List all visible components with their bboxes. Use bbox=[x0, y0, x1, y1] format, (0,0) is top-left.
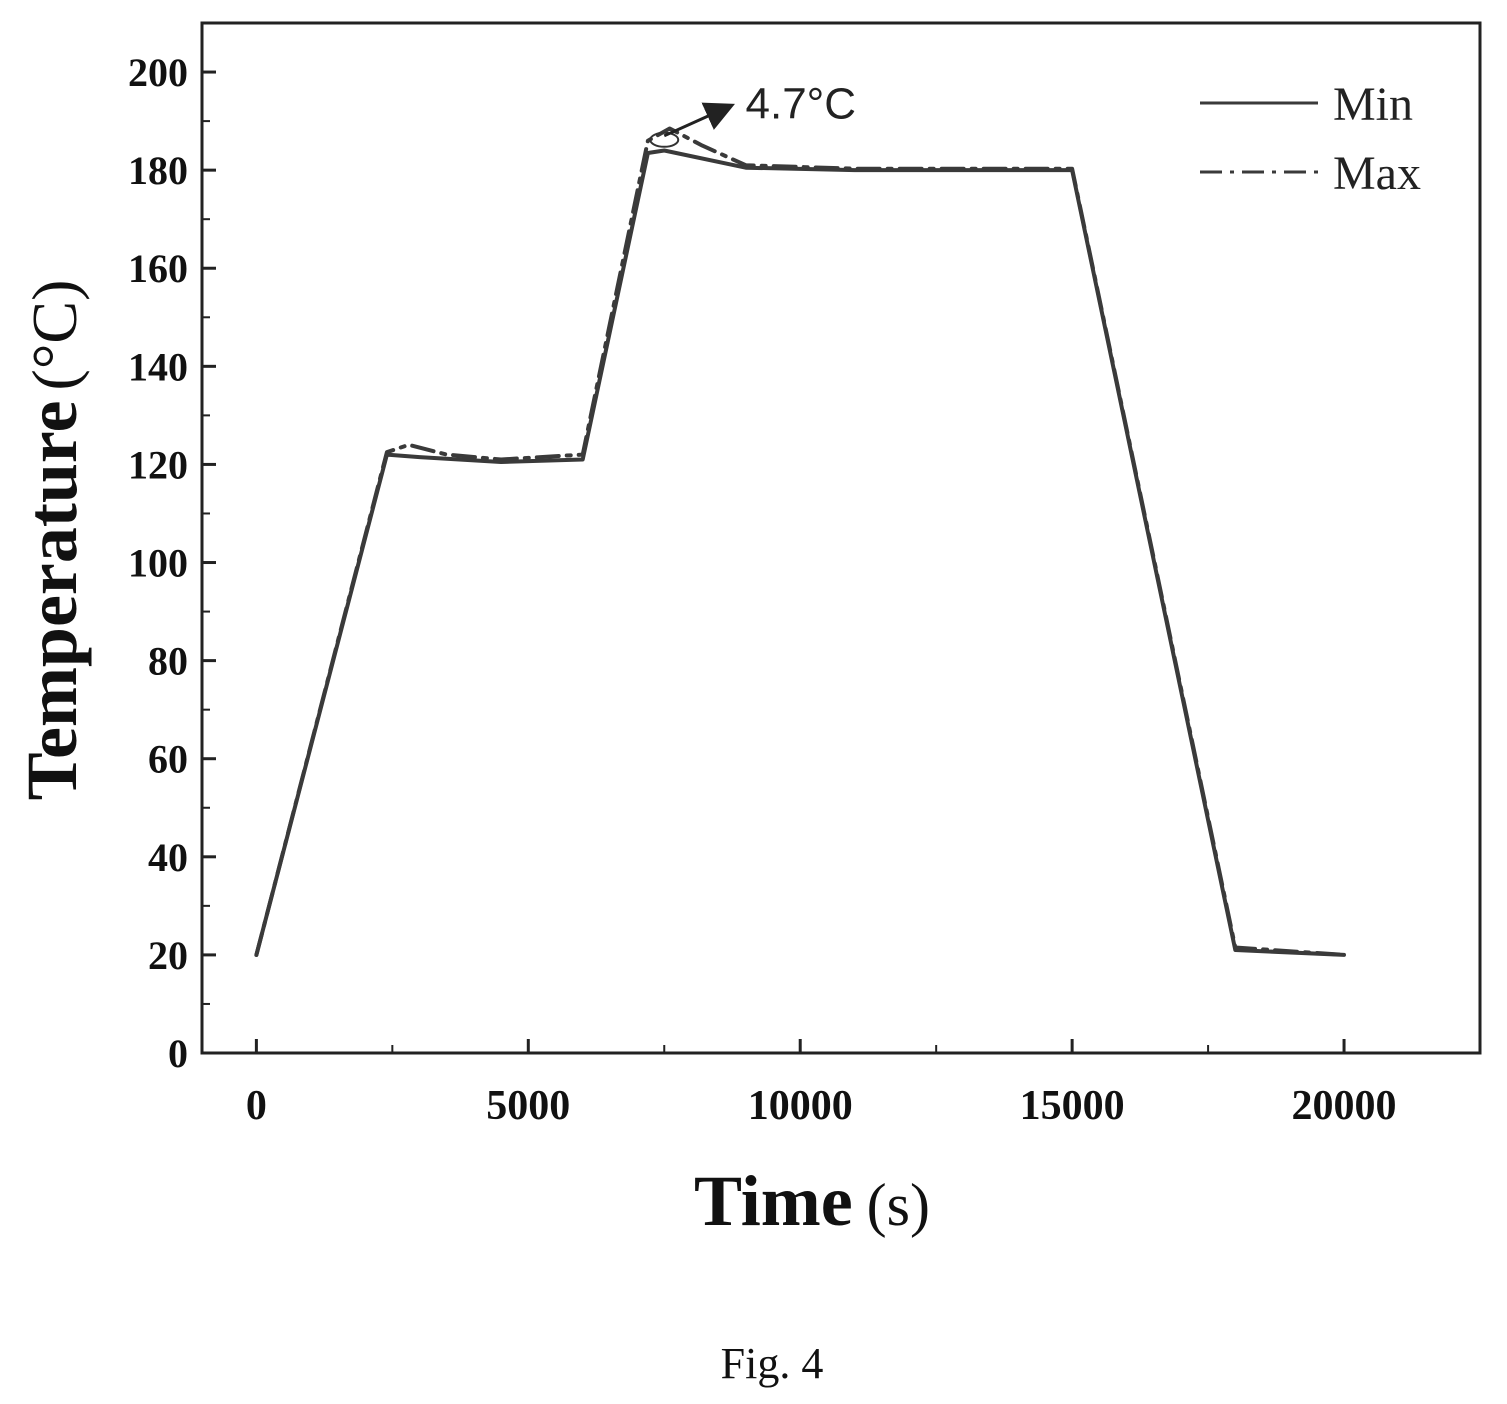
series-line-min bbox=[254, 148, 1346, 957]
y-tick-label: 200 bbox=[128, 50, 188, 95]
y-axis-label-text: Temperature bbox=[12, 400, 92, 800]
series-layer bbox=[254, 126, 1346, 957]
y-tick-label: 180 bbox=[128, 148, 188, 193]
y-tick-label: 160 bbox=[128, 246, 188, 291]
annotation-arrow bbox=[663, 102, 735, 138]
x-tick-label: 0 bbox=[246, 1083, 267, 1129]
annotation-label: 4.7°C bbox=[746, 79, 857, 128]
legend-label-min: Min bbox=[1333, 78, 1413, 131]
x-tick-label: 15000 bbox=[1020, 1083, 1125, 1129]
y-tick-label: 0 bbox=[168, 1031, 188, 1076]
y-tick-label: 20 bbox=[148, 933, 188, 978]
y-axis-label-unit: (°C) bbox=[19, 280, 90, 391]
y-tick-label: 60 bbox=[148, 737, 188, 782]
y-axis-ticks: 0 20 40 60 80 100 120 140 160 180 200 bbox=[128, 50, 216, 1076]
y-tick-label: 80 bbox=[148, 639, 188, 684]
legend-label-max: Max bbox=[1333, 147, 1421, 200]
x-axis-ticks: 0 5000 10000 15000 20000 bbox=[246, 1039, 1397, 1129]
y-tick-label: 100 bbox=[128, 541, 188, 586]
y-tick-label: 140 bbox=[128, 344, 188, 389]
y-tick-label: 40 bbox=[148, 835, 188, 880]
x-tick-label: 20000 bbox=[1292, 1083, 1397, 1129]
y-axis-label: Temperature (°C) bbox=[12, 280, 92, 801]
x-axis-label-text: Time bbox=[694, 1161, 853, 1241]
x-axis-label-unit: (s) bbox=[867, 1172, 930, 1238]
figure-caption: Fig. 4 bbox=[721, 1339, 824, 1388]
x-axis-label: Time (s) bbox=[694, 1161, 930, 1241]
annotation-layer: 4.7°C bbox=[649, 79, 857, 148]
legend: Min Max bbox=[1200, 78, 1421, 200]
y-tick-label: 120 bbox=[128, 442, 188, 487]
plot-frame bbox=[200, 21, 1482, 1055]
annotation-marker bbox=[649, 131, 680, 148]
x-tick-label: 10000 bbox=[748, 1083, 853, 1129]
series-line-max bbox=[254, 126, 1346, 957]
x-tick-label: 5000 bbox=[486, 1083, 570, 1129]
